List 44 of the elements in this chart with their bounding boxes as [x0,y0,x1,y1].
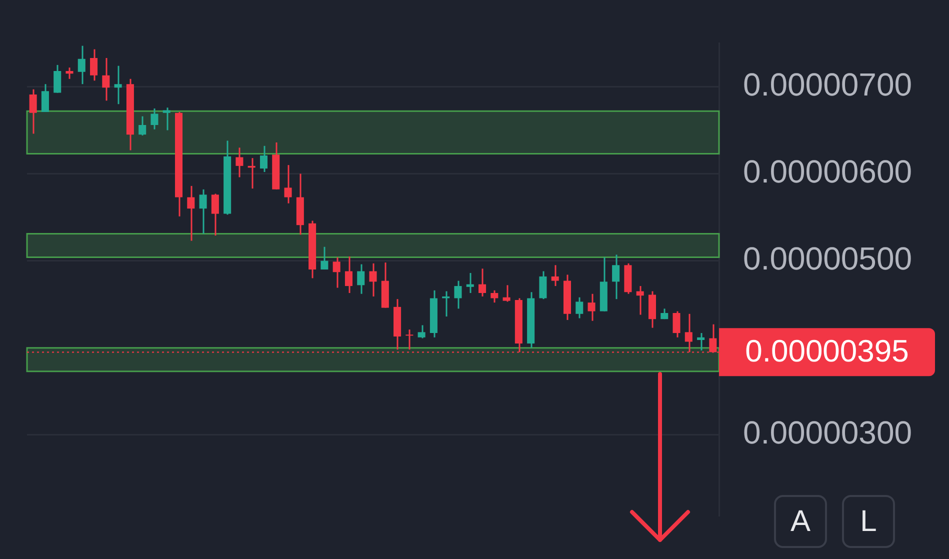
candlestick [588,293,596,322]
candlestick [162,106,170,131]
candlestick [357,264,365,295]
candlestick [418,324,426,339]
candlestick [320,246,328,270]
candlestick [502,284,510,302]
candlestick [260,145,268,173]
candlestick [114,65,122,105]
candlestick [138,116,146,136]
candlestick [236,146,244,178]
candlestick [672,310,680,338]
candlestick [454,280,462,310]
candlestick [490,290,498,304]
candlestick [66,66,74,80]
candlestick [539,270,547,300]
y-tick-label: 0.00000300 [743,414,912,451]
candlestick [90,48,98,82]
candlestick [41,83,49,113]
candlestick [551,264,559,287]
candlestick [344,256,352,294]
candlestick [612,254,620,300]
candlestick [29,88,37,134]
candlestick [187,185,195,242]
candlestick [78,45,86,85]
candlestick [369,262,377,298]
candlestick [406,328,414,350]
candlestick [478,268,486,298]
candlestick [211,193,219,236]
candlestick [199,188,207,235]
candlestick [576,296,584,319]
text: A [774,495,827,548]
candlestick [284,164,292,204]
y-tick-label: 0.00000600 [743,154,912,190]
candlestick [697,332,705,352]
y-tick-label: 0.00000700 [743,66,912,103]
candlestick [332,256,340,289]
candlestick [636,285,644,316]
candlestick [150,108,158,130]
candlestick [54,64,62,94]
text: L [842,495,895,548]
candlestick [102,57,110,102]
y-tick-label: 0.00000500 [743,240,912,277]
candlestick [466,272,474,294]
ref-line-label: 0.00000395 [745,334,909,369]
